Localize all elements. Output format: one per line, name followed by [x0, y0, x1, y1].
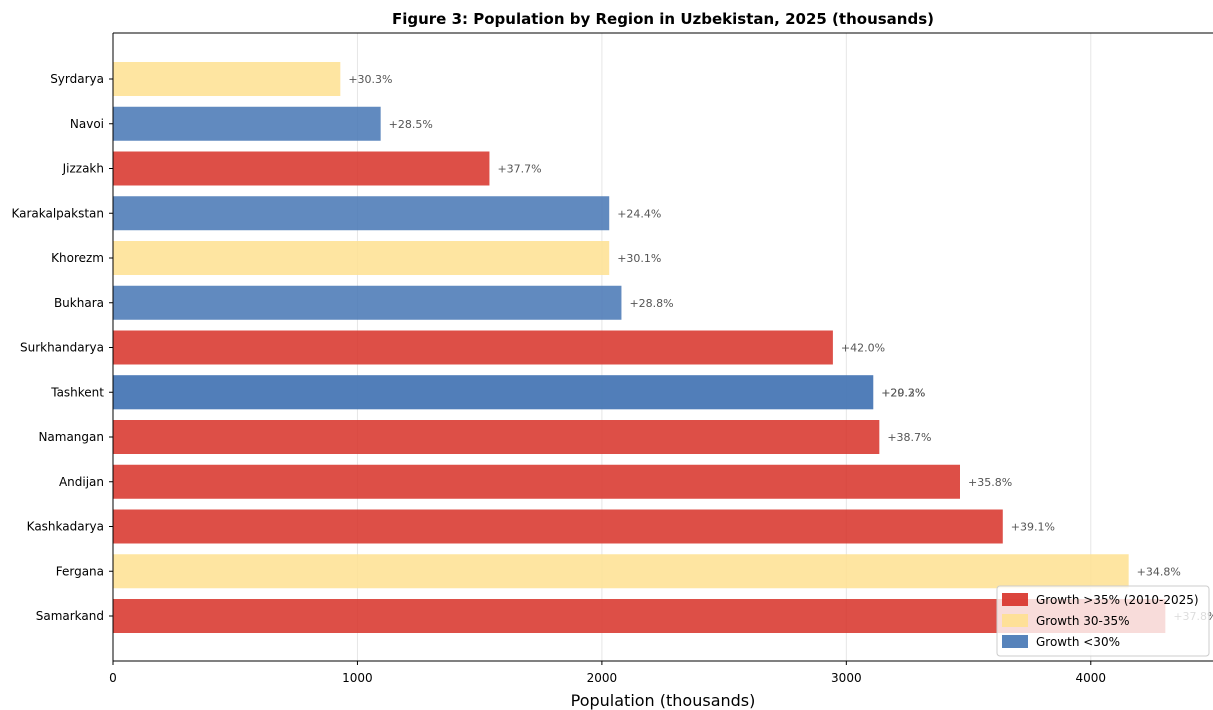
growth-label: +30.3%	[348, 73, 392, 86]
legend-box	[996, 585, 1210, 657]
y-tick-label: Fergana	[56, 564, 104, 578]
bar-khorezm	[113, 241, 610, 275]
y-tick-label: Jizzakh	[62, 162, 104, 176]
data-labels: +30.3% +28.5% +37.7% +24.4% +30.1% +28.8% +42.…	[348, 73, 1213, 623]
bar-kashkadarya	[113, 509, 1003, 544]
bar-fergana	[113, 554, 1129, 589]
legend: Growth >35% (2010-2025) Growth 30-35% Grow…	[996, 585, 1210, 657]
axes: Syrdarya Navoi Jizzakh Karakalpakstan Khorez…	[11, 32, 1213, 685]
bar-overlay-tashkent	[113, 375, 874, 410]
y-tick-label: Karakalpakstan	[11, 206, 104, 220]
growth-label: +20.2%	[881, 386, 925, 399]
bar-karakalpakstan	[113, 196, 610, 231]
growth-label: +35.8%	[968, 476, 1012, 489]
x-axis-label: Population (thousands)	[571, 691, 756, 710]
legend-swatch	[1002, 593, 1028, 606]
bars	[113, 62, 1166, 633]
legend-swatch	[1002, 614, 1028, 627]
x-tick-label: 4000	[1076, 671, 1107, 685]
y-tick-label: Tashkent	[50, 385, 104, 399]
legend-label: Growth 30-35%	[1036, 614, 1130, 628]
y-tick-label: Khorezm	[51, 251, 104, 265]
y-tick-label: Kashkadarya	[27, 520, 104, 534]
bar-bukhara	[113, 285, 622, 320]
x-tick-label: 2000	[587, 671, 618, 685]
y-tick-label: Samarkand	[36, 609, 104, 623]
y-tick-label: Navoi	[70, 117, 104, 131]
growth-label: +37.7%	[497, 163, 541, 176]
bar-jizzakh	[113, 151, 490, 186]
x-tick-label: 3000	[831, 671, 862, 685]
bar-surkhandarya	[113, 330, 833, 365]
y-tick-label: Namangan	[38, 430, 104, 444]
bar-andijan	[113, 464, 960, 499]
y-tick-label: Surkhandarya	[20, 341, 104, 355]
bar-samarkand	[113, 599, 1166, 633]
growth-label: +38.7%	[887, 431, 931, 444]
y-tick-label: Syrdarya	[50, 72, 104, 86]
y-tick-label: Andijan	[59, 475, 104, 489]
y-tick-label: Bukhara	[54, 296, 104, 310]
legend-swatch	[1002, 635, 1028, 648]
growth-label: +42.0%	[841, 342, 885, 355]
growth-label: +34.8%	[1137, 565, 1181, 578]
growth-label: +24.4%	[617, 207, 661, 220]
growth-label: +30.1%	[617, 252, 661, 265]
growth-label: +28.8%	[629, 297, 673, 310]
growth-label-overlay: +29.3%	[881, 386, 925, 399]
legend-label: Growth <30%	[1036, 635, 1120, 649]
growth-label: +28.5%	[389, 118, 433, 131]
x-tick-label: 1000	[342, 671, 373, 685]
chart-title: Figure 3: Population by Region in Uzbeki…	[392, 10, 934, 28]
bar-syrdarya	[113, 62, 341, 96]
bar-namangan	[113, 420, 880, 454]
bar-navoi	[113, 106, 381, 141]
growth-label: +39.1%	[1011, 521, 1055, 534]
legend-label: Growth >35% (2010-2025)	[1036, 593, 1199, 607]
x-tick-label: 0	[109, 671, 117, 685]
